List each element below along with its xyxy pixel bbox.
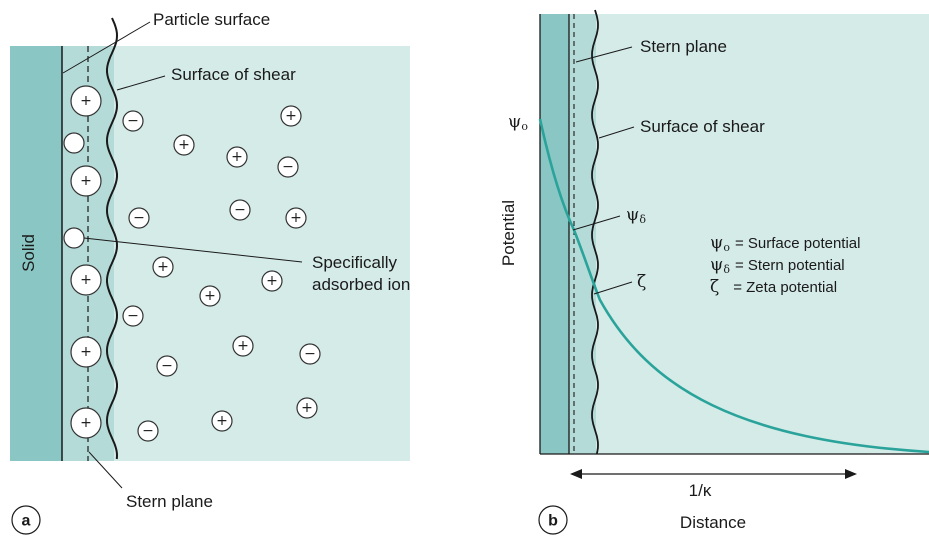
svg-text:+: + bbox=[157, 259, 169, 275]
debye-length-label: 1/κ bbox=[689, 481, 712, 500]
svg-text:+: + bbox=[80, 93, 92, 109]
svg-text:+: + bbox=[301, 400, 313, 416]
panel-a: Solid + + + + + − + + + − − − + + + + − … bbox=[10, 10, 410, 535]
specific-ion bbox=[63, 132, 85, 154]
shear-surface-leader bbox=[116, 75, 166, 91]
panel-a-letter: a bbox=[22, 513, 31, 530]
svg-text:+: + bbox=[204, 288, 216, 304]
panel-b-letter: b bbox=[548, 513, 558, 530]
surface-of-shear-label-b: Surface of shear bbox=[640, 117, 765, 136]
cation: + bbox=[152, 256, 174, 278]
specific-ion bbox=[63, 227, 85, 249]
particle-surface-leader bbox=[62, 21, 151, 74]
svg-text:+: + bbox=[266, 273, 278, 289]
panel-b: Stern plane Surface of shear ψo ψδ ζ Pot… bbox=[499, 9, 929, 535]
surface-of-shear-wavy-line bbox=[105, 17, 119, 460]
panel-b-badge: b bbox=[538, 505, 568, 535]
svg-text:+: + bbox=[285, 108, 297, 124]
cation-stern: + bbox=[70, 85, 102, 117]
cation-stern: + bbox=[70, 264, 102, 296]
cation-stern: + bbox=[70, 407, 102, 439]
svg-text:+: + bbox=[290, 210, 302, 226]
anion: − bbox=[229, 199, 251, 221]
svg-text:−: − bbox=[234, 202, 246, 218]
solid-region-b bbox=[540, 14, 569, 454]
cation: + bbox=[199, 285, 221, 307]
svg-text:+: + bbox=[80, 272, 92, 288]
svg-text:+: + bbox=[237, 338, 249, 354]
svg-text:−: − bbox=[133, 210, 145, 226]
svg-text:−: − bbox=[282, 159, 294, 175]
svg-text:−: − bbox=[127, 113, 139, 129]
anion: − bbox=[128, 207, 150, 229]
svg-text:−: − bbox=[127, 308, 139, 324]
cation: + bbox=[226, 146, 248, 168]
stern-plane-leader-b bbox=[575, 46, 633, 63]
psi-delta-leader bbox=[572, 215, 621, 231]
svg-text:+: + bbox=[80, 415, 92, 431]
solution-region-b bbox=[540, 14, 929, 454]
potential-decay-curve bbox=[538, 118, 929, 454]
adsorbed-ion-layer: + + + + + bbox=[63, 85, 102, 439]
shear-surface-leader-b bbox=[598, 126, 635, 139]
svg-text:+: + bbox=[80, 173, 92, 189]
psi-delta-label: ψδ bbox=[626, 205, 646, 226]
debye-length-arrow bbox=[570, 469, 857, 479]
zeta-label: ζ bbox=[637, 272, 646, 292]
stern-plane-leader bbox=[88, 451, 123, 489]
anion: − bbox=[156, 355, 178, 377]
solid-label: Solid bbox=[19, 234, 38, 272]
cation: + bbox=[173, 134, 195, 156]
surface-of-shear-wavy-line-b bbox=[591, 9, 599, 455]
legend-item-stern-potential: ψδ = Stern potential bbox=[710, 255, 845, 276]
cation: + bbox=[261, 270, 283, 292]
anion: − bbox=[277, 156, 299, 178]
svg-text:+: + bbox=[216, 413, 228, 429]
surface-of-shear-label-a: Surface of shear bbox=[171, 65, 296, 84]
anion: − bbox=[122, 110, 144, 132]
cation: + bbox=[232, 335, 254, 357]
anion: − bbox=[299, 343, 321, 365]
legend-item-zeta-potential: ζ = Zeta potential bbox=[710, 277, 837, 297]
svg-text:+: + bbox=[178, 137, 190, 153]
x-axis-label: Distance bbox=[680, 513, 746, 532]
legend-item-surface-potential: ψo = Surface potential bbox=[710, 233, 860, 254]
specifically-adsorbed-label-line1: Specifically bbox=[312, 253, 398, 272]
anion: − bbox=[137, 420, 159, 442]
adsorbed-ion-leader bbox=[83, 237, 303, 263]
svg-text:−: − bbox=[142, 423, 154, 439]
cation: + bbox=[211, 410, 233, 432]
zeta-leader bbox=[593, 281, 633, 295]
cation: + bbox=[280, 105, 302, 127]
legend: ψo = Surface potential ψδ = Stern potentia… bbox=[710, 233, 860, 297]
cation-stern: + bbox=[70, 165, 102, 197]
psi-o-axis-label: ψo bbox=[508, 112, 528, 133]
stern-plane-label-b: Stern plane bbox=[640, 37, 727, 56]
stern-plane-label-a: Stern plane bbox=[126, 492, 213, 511]
solid-region bbox=[10, 46, 62, 461]
particle-surface-label: Particle surface bbox=[153, 10, 270, 29]
y-axis-label: Potential bbox=[499, 200, 518, 266]
svg-text:−: − bbox=[304, 346, 316, 362]
svg-text:+: + bbox=[80, 344, 92, 360]
cation: + bbox=[296, 397, 318, 419]
specifically-adsorbed-label-line2: adsorbed ion bbox=[312, 275, 410, 294]
anion: − bbox=[122, 305, 144, 327]
diffuse-ion-layer: − + + + − − − + + + + − + − − + + − bbox=[122, 105, 321, 442]
svg-text:+: + bbox=[231, 149, 243, 165]
svg-text:−: − bbox=[161, 358, 173, 374]
cation: + bbox=[285, 207, 307, 229]
cation-stern: + bbox=[70, 336, 102, 368]
panel-a-badge: a bbox=[11, 505, 41, 535]
